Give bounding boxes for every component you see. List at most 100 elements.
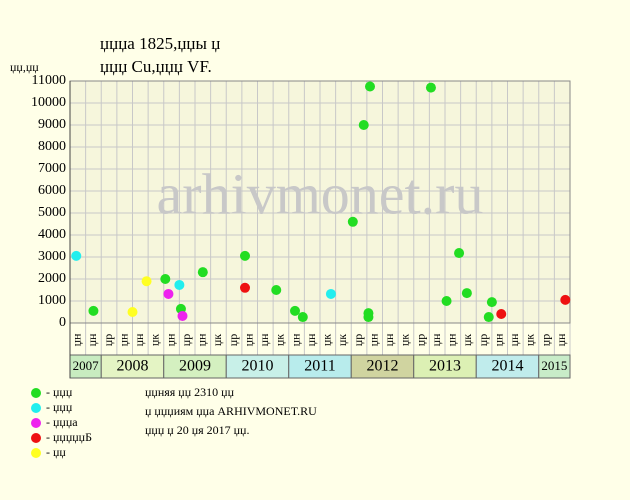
data-point	[290, 305, 300, 316]
column-label: џн	[132, 333, 146, 346]
column-label: џк	[148, 334, 162, 346]
column-label: џн	[241, 333, 255, 346]
data-point	[425, 82, 436, 93]
y-tick-label: 5000	[38, 205, 66, 220]
column-label: џр	[413, 334, 427, 346]
column-label: џк	[460, 334, 474, 346]
data-point	[177, 310, 188, 321]
legend-label: - џџџа	[46, 415, 78, 429]
column-label: џр	[101, 334, 115, 346]
data-point	[240, 282, 250, 293]
data-point	[496, 308, 507, 319]
year-box	[538, 354, 571, 379]
year-label: 2009	[179, 358, 211, 375]
column-label: џн	[507, 333, 521, 346]
data-point	[88, 305, 99, 316]
data-point	[560, 294, 571, 305]
column-label: џн	[304, 333, 318, 346]
data-point	[174, 279, 185, 290]
watermark: arhivmonet.ru	[157, 161, 484, 226]
y-tick-label: 2000	[38, 271, 66, 286]
legend-marker	[31, 448, 41, 458]
column-label: џн	[554, 333, 568, 346]
data-point	[163, 288, 174, 299]
y-tick-label: 10000	[31, 95, 66, 110]
chart-subtitle: џџџ Cu,џџџ VF.	[100, 57, 212, 76]
data-point	[358, 120, 369, 130]
column-label: џк	[335, 334, 349, 346]
year-label: 2011	[304, 358, 335, 375]
y-tick-label: 1000	[38, 293, 66, 308]
data-point	[347, 216, 358, 227]
column-label: џк	[523, 334, 537, 346]
data-point	[297, 312, 308, 323]
column-label: џн	[257, 333, 271, 346]
chart-title: џџџа 1825,џџы џ	[100, 34, 220, 53]
year-label: 2012	[367, 358, 399, 375]
y-tick-label: 9000	[38, 117, 66, 132]
data-point	[71, 250, 82, 261]
column-label: џн	[429, 333, 443, 346]
column-label: џр	[476, 334, 490, 346]
y-axis-label: џџ,џџ	[10, 60, 39, 74]
column-label: џк	[273, 334, 287, 346]
legend-label: - џџџџџБ	[46, 430, 92, 444]
data-point	[454, 248, 465, 259]
data-point	[365, 81, 375, 92]
data-point	[441, 296, 452, 306]
data-point	[483, 312, 494, 323]
column-label: џн	[116, 333, 130, 346]
data-point	[461, 288, 472, 299]
column-label: џн	[85, 333, 99, 346]
year-label: 2008	[117, 358, 149, 375]
column-label: џн	[445, 333, 459, 346]
data-point	[363, 312, 374, 323]
y-tick-label: 4000	[38, 227, 66, 242]
data-point	[127, 307, 138, 317]
column-label: џк	[398, 334, 412, 346]
column-label: џк	[210, 334, 224, 346]
column-label: џк	[320, 334, 334, 346]
data-point	[160, 274, 171, 284]
y-tick-label: 6000	[38, 183, 66, 198]
legend-label: - џџ	[46, 445, 66, 459]
legend-marker	[31, 403, 41, 413]
legend-marker	[31, 388, 41, 398]
column-label: џр	[538, 334, 552, 346]
y-tick-label: 8000	[38, 139, 66, 154]
column-label: џн	[70, 333, 84, 346]
y-tick-label: 0	[59, 315, 66, 330]
legend-marker	[31, 418, 41, 428]
column-label: џр	[179, 334, 193, 346]
data-point	[141, 276, 152, 287]
data-point	[325, 288, 336, 299]
note: џџняя џџ 2310 џџ	[145, 385, 235, 399]
data-point	[240, 250, 250, 261]
column-label: џн	[195, 333, 209, 346]
y-tick-label: 11000	[32, 73, 66, 88]
note: џџџ џ 20 џя 2017 џџ.	[145, 423, 249, 437]
legend-marker	[31, 433, 41, 443]
column-label: џр	[351, 334, 365, 346]
data-point	[197, 267, 208, 278]
year-label: 2014	[492, 358, 524, 375]
y-tick-label: 7000	[38, 161, 66, 176]
legend-label: - џџџ	[46, 385, 73, 399]
column-label: џр	[226, 334, 240, 346]
column-label: џн	[382, 333, 396, 346]
column-label: џн	[288, 333, 302, 346]
column-label: џн	[491, 333, 505, 346]
data-point	[486, 297, 497, 308]
column-label: џн	[366, 333, 380, 346]
y-tick-label: 3000	[38, 249, 66, 264]
year-label: 2015	[541, 358, 567, 373]
note: џ џџџиям џџа ARHIVMONET.RU	[145, 404, 317, 418]
year-label: 2007	[73, 358, 100, 373]
legend-label: - џџџ	[46, 400, 73, 414]
year-label: 2010	[242, 358, 274, 375]
data-point	[271, 285, 282, 295]
year-label: 2013	[429, 358, 461, 375]
column-label: џн	[163, 333, 177, 346]
